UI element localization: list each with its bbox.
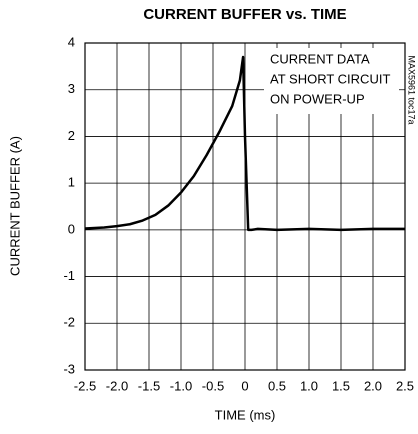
- annotation: CURRENT DATA: [270, 51, 370, 66]
- x-tick-label: -2.0: [106, 378, 128, 393]
- plot-frame: [84, 42, 406, 371]
- y-tick-label: 4: [68, 34, 75, 49]
- annotation: AT SHORT CIRCUIT: [270, 71, 390, 86]
- x-tick-label: -0.5: [202, 378, 224, 393]
- figure-tag: MAX5961 toc17a: [407, 55, 417, 124]
- x-tick-label: -1.5: [138, 378, 160, 393]
- y-axis-label: CURRENT BUFFER (A): [7, 136, 22, 276]
- y-tick-label: 1: [68, 175, 75, 190]
- annotation-box: [264, 48, 399, 114]
- x-axis-label: TIME (ms): [215, 407, 276, 422]
- x-tick-label: 0.5: [268, 378, 286, 393]
- y-tick-label: 2: [68, 128, 75, 143]
- x-tick-label: -1.0: [170, 378, 192, 393]
- y-tick-label: -3: [63, 361, 75, 376]
- x-tick-label: 2.5: [396, 378, 414, 393]
- y-tick-label: -1: [63, 268, 75, 283]
- annotation: ON POWER-UP: [270, 91, 365, 106]
- y-tick-label: 0: [68, 221, 75, 236]
- x-tick-label: 2.0: [364, 378, 382, 393]
- x-tick-label: -2.5: [74, 378, 96, 393]
- x-tick-label: 1.0: [300, 378, 318, 393]
- y-tick-label: 3: [68, 81, 75, 96]
- chart-title: CURRENT BUFFER vs. TIME: [143, 6, 346, 23]
- y-tick-label: -2: [63, 315, 75, 330]
- x-tick-label: 1.5: [332, 378, 350, 393]
- data-line: [84, 55, 405, 232]
- x-tick-label: 0: [241, 378, 248, 393]
